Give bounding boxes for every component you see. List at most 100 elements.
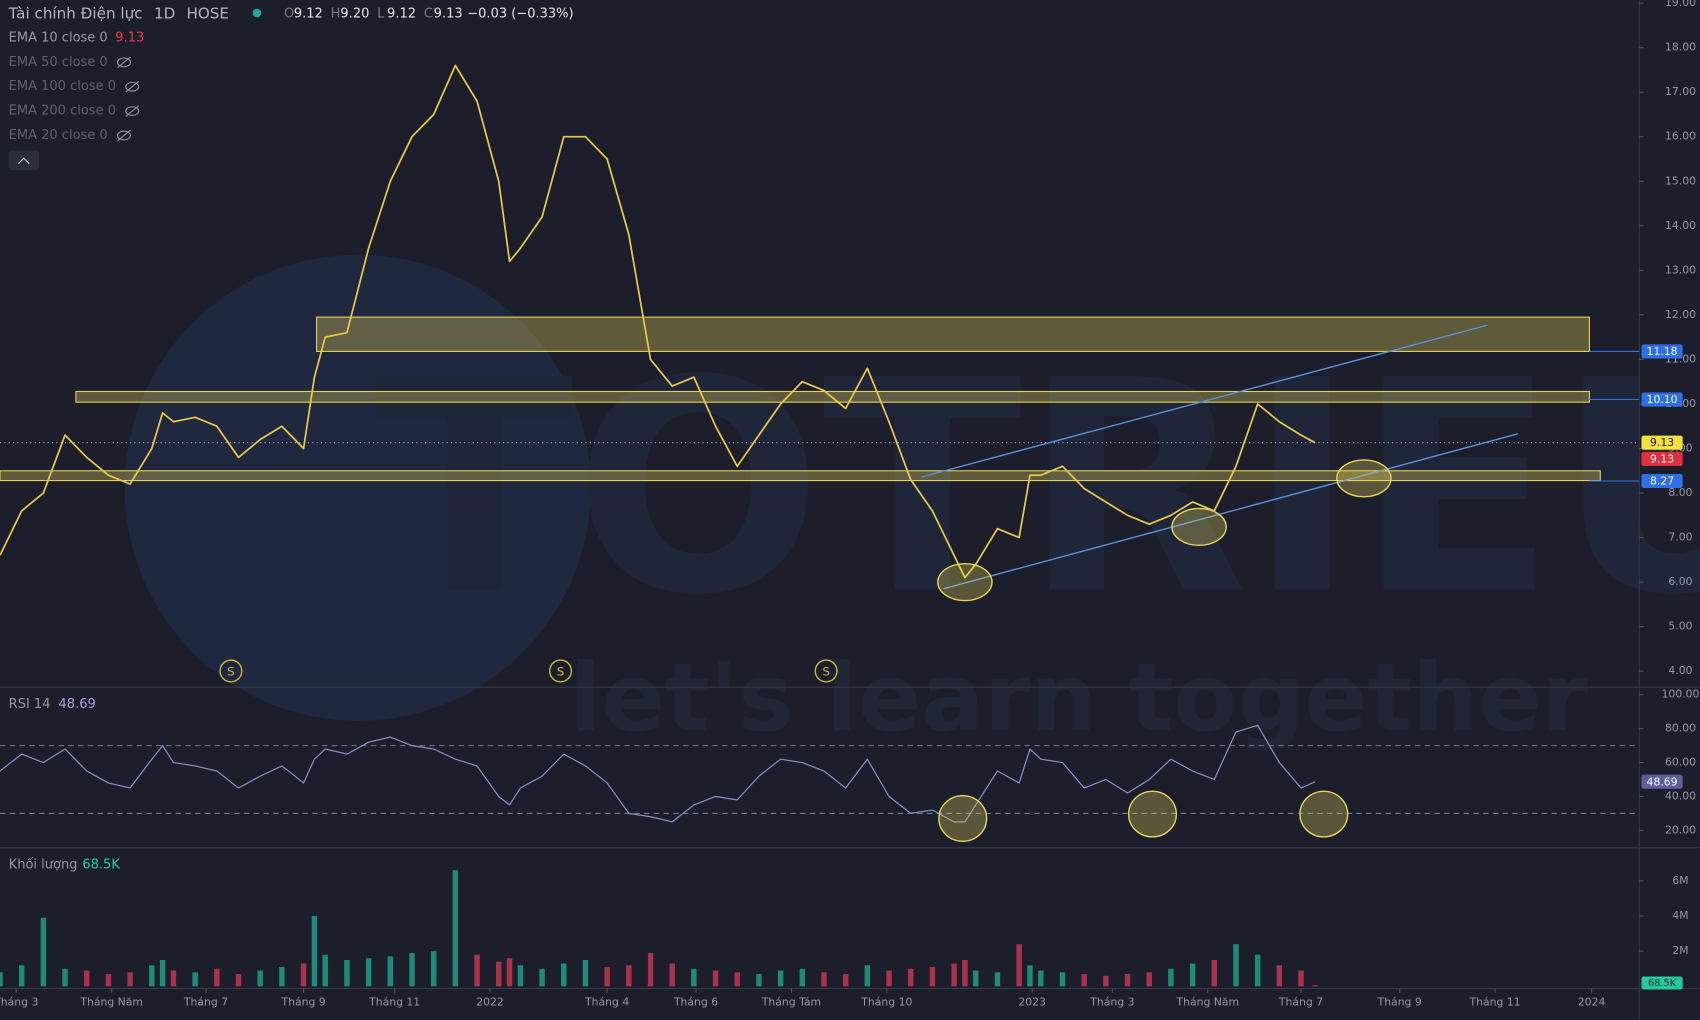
change: −0.03 (−0.33%) [467,7,573,22]
volume-bar [170,970,177,987]
y-tick-label: 100.00 [1662,688,1700,701]
volume-bar [496,961,502,987]
ohlc-key: L [377,7,385,22]
y-tick-label: 19.00 [1665,0,1696,9]
y-tick-label: 4M [1672,909,1688,922]
support-zone [0,470,1601,482]
exchange: HOSE [186,5,229,23]
volume-bar [1276,965,1283,987]
volume-bar [691,968,697,987]
price-tag-label: 10.10 [1647,393,1678,406]
volume-bar [951,963,957,987]
rsi-tag-label: 48.69 [1647,775,1678,788]
x-tick-label: 2024 [1578,996,1606,1009]
highlight [1336,459,1392,498]
watermark-brand: TOTRIEU [374,319,1700,660]
y-tick-label: 20.00 [1665,823,1696,836]
x-tick-label: Tháng 3 [0,996,38,1009]
volume-bar [929,967,936,987]
visibility-toggle[interactable] [116,56,132,69]
volume-bar [842,974,849,987]
volume-bar [127,972,133,987]
volume-bar [799,968,806,987]
volume-bar [365,958,372,987]
y-tick-label: 7.00 [1668,531,1692,544]
y-tick-label: 12.00 [1665,308,1696,321]
status-dot [252,8,262,18]
volume-bar [626,965,632,987]
volume-bar [452,870,459,987]
eye-icon [116,130,132,141]
volume-bar [149,965,155,987]
volume-bar [973,970,979,987]
y-tick-label: 17.00 [1665,85,1696,98]
volume-bar [430,951,437,987]
collapse-icon [18,157,30,165]
volume-bar [1254,954,1261,987]
volume-bar [40,917,47,987]
volume-bar [18,965,25,987]
price-tag [1641,435,1683,450]
y-tick-label: 80.00 [1665,722,1696,735]
volume-bar [1189,963,1196,987]
y-tick-label: 14.00 [1665,219,1696,232]
highlight [937,562,993,602]
eye-slash [125,80,140,93]
volume-bar [1298,970,1304,987]
volume-title: Khối lượng [9,857,78,872]
collapse-button[interactable] [8,150,40,171]
ohlc: O 9.12 H 9.20 L 9.12 C 9.13 −0.03 (−0.33%) [284,7,574,22]
volume-bar [159,960,166,987]
eye-icon [125,81,140,92]
price-tag [1641,344,1683,359]
visibility-toggle[interactable] [116,129,132,142]
volume-bar [962,960,968,987]
eye-icon [125,106,140,116]
volume-bar [62,968,68,987]
ohlc-value: 9.12 [387,7,416,22]
volume-bar [84,970,90,987]
rsi-title: RSI 14 [9,697,51,712]
volume-bar [506,958,513,987]
eye-slash [117,56,131,69]
volume-bar [886,970,892,987]
price-tag [1641,451,1683,467]
volume-bar [474,954,480,987]
event-label: S [822,665,830,679]
ohlc-value: 9.12 [294,7,323,22]
volume-bar [235,974,242,987]
volume-tag [1641,976,1683,990]
volume-bar [669,963,675,987]
event-label: S [227,665,235,679]
highlight [938,795,988,842]
x-tick-label: Tháng 10 [860,996,912,1009]
indicator-value: 9.13 [115,30,144,45]
watermark-logo [124,254,591,721]
x-tick-label: Tháng 4 [584,996,629,1009]
indicator-name: EMA 20 close 0 [9,128,108,143]
x-tick-label: Tháng 11 [1469,996,1521,1009]
volume-bar [1312,985,1318,987]
highlight [1171,507,1227,547]
volume-tag-label: 68.5K [1648,978,1677,989]
visibility-toggle[interactable] [125,105,140,117]
volume-bar [1059,972,1066,987]
volume-bar [647,952,654,987]
volume-bar [1027,965,1033,987]
x-tick-label: Tháng 6 [673,996,718,1009]
visibility-toggle[interactable] [125,80,140,93]
interval: 1D [154,5,175,23]
volume-bar [864,965,871,987]
volume-bar [344,960,350,987]
indicator-name: EMA 50 close 0 [9,55,108,70]
y-tick-label: 15.00 [1665,174,1696,187]
x-tick-label: 2023 [1018,996,1046,1009]
volume-bar [756,974,762,987]
volume-bar [322,954,328,987]
volume-bar [300,963,307,987]
volume-bar [561,963,567,987]
price-tag-label: 11.18 [1647,345,1678,358]
volume-bar [409,952,415,987]
